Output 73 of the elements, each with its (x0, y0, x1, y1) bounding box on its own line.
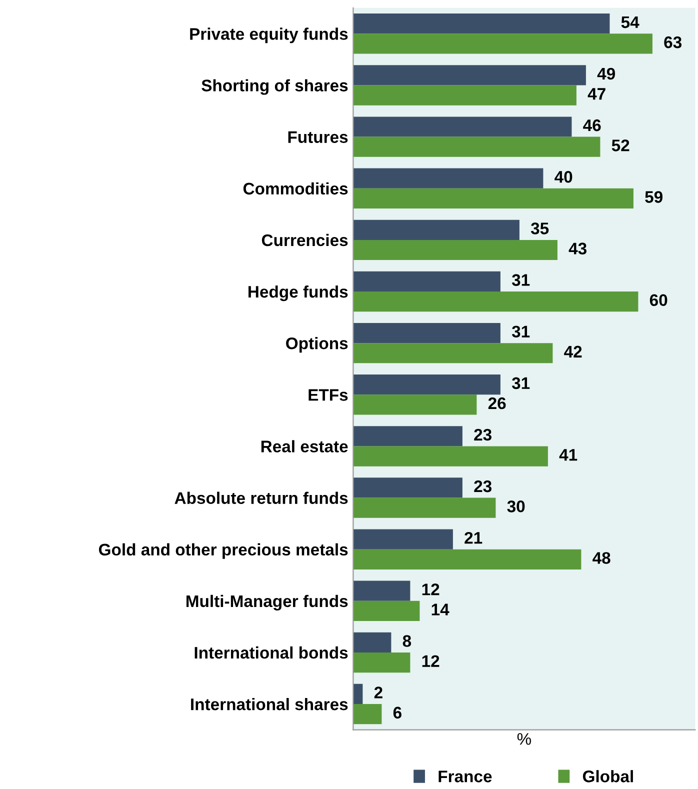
y-tick-label: Multi-Manager funds (186, 594, 348, 610)
bar (353, 168, 544, 188)
bar (353, 549, 582, 570)
data-label: 47 (588, 88, 606, 100)
bar (353, 85, 576, 106)
bar (353, 292, 638, 312)
bar (353, 343, 553, 364)
data-label: 60 (650, 294, 668, 306)
data-label: 49 (597, 68, 615, 80)
y-tick-label: Absolute return funds (174, 492, 348, 504)
bar (353, 498, 496, 518)
bar (353, 34, 652, 54)
data-label: 41 (559, 449, 578, 461)
data-label: 23 (474, 480, 492, 492)
data-label: 35 (530, 222, 549, 234)
data-label: 46 (583, 119, 601, 132)
bar (353, 220, 520, 240)
data-label: 26 (488, 397, 506, 410)
bar (353, 394, 477, 415)
bar (353, 271, 500, 292)
y-tick-label: Real estate (261, 440, 348, 452)
data-label: 42 (564, 346, 582, 358)
bar (353, 652, 410, 673)
y-tick-label: Futures (288, 131, 348, 144)
data-label: 40 (554, 170, 572, 183)
data-label: 48 (592, 552, 610, 564)
bar (353, 426, 462, 446)
bar (353, 632, 392, 652)
data-label: 63 (664, 36, 682, 48)
bar (353, 116, 572, 137)
y-tick-label: Gold and other precious metals (98, 543, 348, 559)
data-label: 52 (612, 140, 630, 152)
data-label: 31 (512, 377, 530, 390)
bar (353, 684, 363, 704)
y-tick-label: International shares (191, 698, 348, 710)
y-tick-label: Private equity funds (190, 28, 348, 44)
bar (353, 580, 410, 601)
data-label: 12 (422, 584, 440, 596)
data-label: 31 (512, 326, 530, 338)
legend-label: France (438, 770, 492, 782)
x-axis-title: % (517, 733, 532, 745)
bar (353, 600, 420, 622)
data-label: 59 (645, 191, 662, 203)
data-label: 8 (402, 635, 412, 647)
data-label: 14 (432, 604, 450, 616)
data-label: 30 (507, 500, 525, 512)
bar (353, 529, 453, 550)
bar (353, 322, 500, 344)
data-label: 23 (474, 428, 492, 441)
y-tick-label: International bonds (194, 646, 348, 659)
bar (353, 374, 500, 395)
bar (353, 65, 586, 86)
data-label: 2 (374, 686, 382, 698)
bar (353, 704, 382, 724)
y-tick-label: Shorting of shares (202, 79, 348, 95)
data-label: 6 (393, 706, 402, 719)
bar (353, 188, 634, 208)
y-tick-label: Currencies (262, 234, 348, 246)
data-label: 21 (464, 532, 482, 544)
y-tick-label: Options (286, 337, 348, 353)
bar (353, 478, 462, 498)
bar (353, 136, 600, 157)
data-label: 31 (512, 274, 530, 286)
y-tick-label: Hedge funds (248, 285, 348, 302)
y-tick-label: Commodities (243, 182, 348, 195)
y-tick-label: ETFs (308, 389, 348, 401)
bar (353, 240, 558, 260)
bar (353, 446, 548, 466)
legend-label: Global (582, 770, 633, 782)
data-label: 12 (422, 655, 440, 667)
bar (353, 14, 610, 34)
data-label: 54 (621, 16, 640, 28)
data-label: 43 (568, 242, 586, 254)
